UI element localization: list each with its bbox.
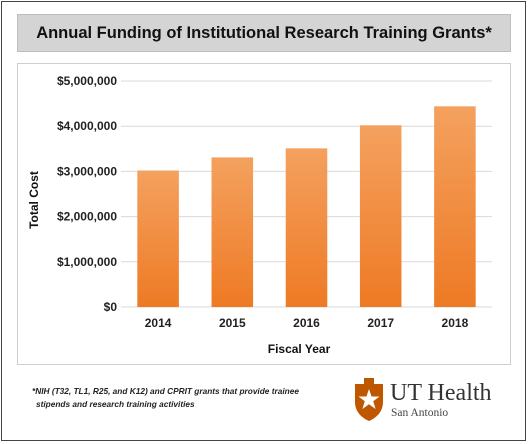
y-axis-label: Total Cost <box>27 171 41 229</box>
y-tick-label: $1,000,000 <box>57 255 117 269</box>
x-tick-label: 2014 <box>145 316 172 330</box>
bar-2014 <box>137 170 179 307</box>
logo-name: UT Health <box>390 380 492 406</box>
texas-star-seal-icon <box>355 378 383 421</box>
x-tick-label: 2018 <box>442 316 469 330</box>
y-tick-label: $2,000,000 <box>57 210 117 224</box>
footnote-line-1: *NIH (T32, TL1, R25, and K12) and CPRIT … <box>32 386 299 396</box>
x-tick-label: 2015 <box>219 316 246 330</box>
footnote: *NIH (T32, TL1, R25, and K12) and CPRIT … <box>32 385 332 411</box>
chart-title: Annual Funding of Institutional Research… <box>17 14 511 52</box>
bar-2018 <box>434 106 476 307</box>
y-tick-label: $0 <box>104 300 118 314</box>
x-axis-label: Fiscal Year <box>268 342 331 356</box>
bar-2015 <box>211 157 254 307</box>
bar-2017 <box>359 125 402 307</box>
logo-subtitle: San Antonio <box>391 407 449 419</box>
y-tick-label: $3,000,000 <box>57 164 117 178</box>
x-tick-label: 2016 <box>293 316 320 330</box>
y-tick-label: $5,000,000 <box>57 74 117 88</box>
bar-chart: $0 $1,000,000 $2,000,000 $3,000,000 $4,000,0… <box>27 74 492 356</box>
ut-health-logo: UT Health San Antonio <box>352 376 512 426</box>
plot-area: $0 $1,000,000 $2,000,000 $3,000,000 $4,000,0… <box>17 63 511 365</box>
bar-2016 <box>285 148 328 307</box>
y-tick-label: $4,000,000 <box>57 119 117 133</box>
x-tick-label: 2017 <box>367 316 394 330</box>
footnote-line-2: stipends and research training activitie… <box>36 399 195 409</box>
